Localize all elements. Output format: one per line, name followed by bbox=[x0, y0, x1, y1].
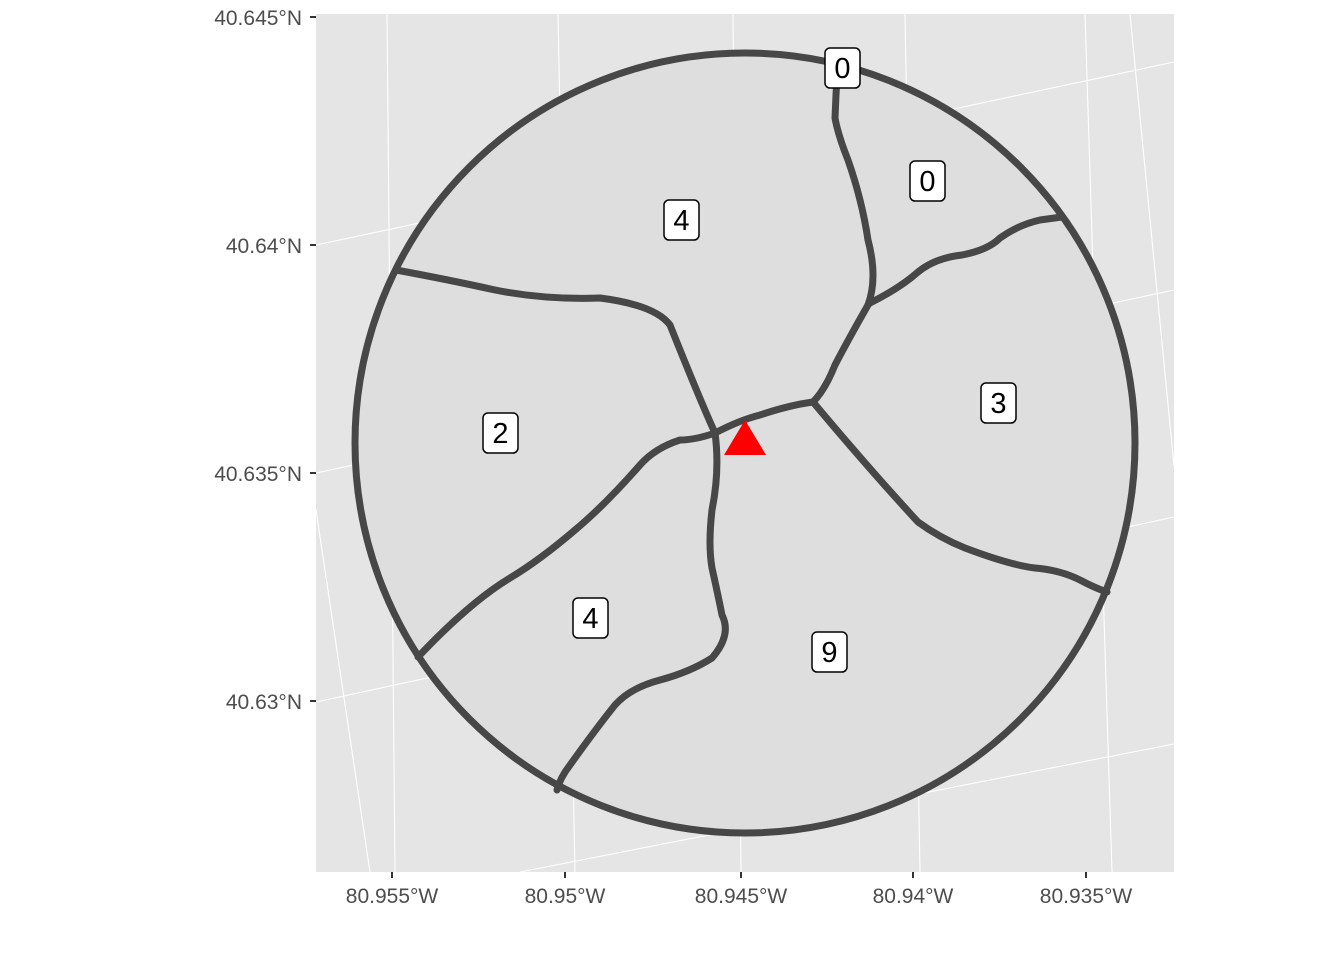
x-tick-label: 80.935°W bbox=[1040, 885, 1133, 908]
boundary-north-east bbox=[866, 213, 1066, 307]
zone-labels: 4 0 0 3 9 4 2 bbox=[482, 47, 1017, 673]
y-tick-label: 40.645°N bbox=[214, 7, 302, 30]
zone-count: 3 bbox=[990, 388, 1006, 420]
zone-label-west: 2 bbox=[482, 412, 519, 454]
boundary-east bbox=[809, 398, 1111, 596]
zone-count: 9 bbox=[821, 637, 837, 669]
zone-label-south: 9 bbox=[811, 631, 848, 673]
boundary-center-north bbox=[809, 301, 872, 406]
zone-count: 0 bbox=[919, 166, 935, 198]
y-tick-label: 40.64°N bbox=[226, 235, 302, 258]
boundary-center-hub bbox=[711, 398, 817, 437]
zone-count: 0 bbox=[834, 53, 850, 85]
zone-boundaries bbox=[392, 54, 1111, 794]
boundary-north-sliver-west bbox=[831, 54, 877, 309]
zone-count: 4 bbox=[673, 205, 689, 237]
x-tick-label: 80.95°W bbox=[525, 885, 606, 908]
center-triangle-icon bbox=[724, 420, 766, 455]
y-tick-label: 40.63°N bbox=[226, 691, 302, 714]
boundary-south-west bbox=[414, 429, 719, 661]
zone-count: 2 bbox=[492, 418, 508, 450]
x-axis: 80.955°W 80.95°W 80.945°W 80.94°W 80.935… bbox=[346, 872, 1133, 908]
boundary-west bbox=[392, 266, 719, 437]
zone-label-north-east: 0 bbox=[909, 160, 946, 202]
y-tick-label: 40.635°N bbox=[214, 463, 302, 486]
zone-label-east: 3 bbox=[980, 382, 1017, 424]
x-tick-label: 80.955°W bbox=[346, 885, 439, 908]
x-tick-label: 80.945°W bbox=[695, 885, 788, 908]
zone-label-north-west: 4 bbox=[663, 199, 700, 241]
boundary-south bbox=[553, 429, 729, 794]
zone-label-south-west: 4 bbox=[572, 597, 609, 639]
zone-label-north-sliver: 0 bbox=[824, 47, 861, 89]
zone-count: 4 bbox=[582, 603, 598, 635]
y-axis: 40.645°N 40.64°N 40.635°N 40.63°N bbox=[214, 7, 316, 714]
x-tick-label: 80.94°W bbox=[873, 885, 954, 908]
